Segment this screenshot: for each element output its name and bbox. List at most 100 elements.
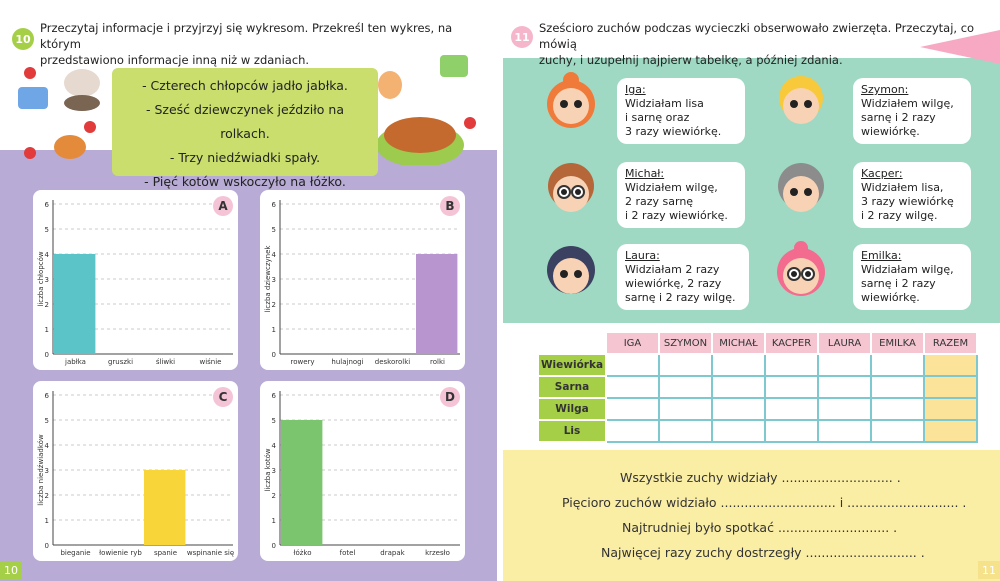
total-cell[interactable] — [923, 375, 978, 399]
fill-sentence[interactable]: Najtrudniej było spotkać ...............… — [622, 520, 898, 535]
total-cell[interactable] — [923, 419, 978, 443]
x-tick-label: łóżko — [293, 549, 311, 557]
boy-avatar-szymon — [779, 76, 823, 124]
bubble-line: Widziałam 2 razy — [625, 263, 720, 276]
row-label: Sarna — [537, 375, 607, 399]
scout-name: Szymon: — [861, 83, 909, 96]
y-tick-label: 4 — [272, 442, 277, 450]
y-tick-label: 1 — [272, 517, 276, 525]
table-cell[interactable] — [605, 375, 660, 399]
table-cell[interactable] — [817, 419, 872, 443]
bubble-line: sarnę i 2 razy — [861, 277, 936, 290]
x-tick-label: wiśnie — [199, 358, 221, 366]
bubble-line: wiewiórkę. — [861, 125, 920, 138]
total-cell[interactable] — [923, 397, 978, 421]
table-cell[interactable] — [658, 419, 713, 443]
y-tick-label: 1 — [45, 326, 49, 334]
y-tick-label: 3 — [45, 467, 49, 475]
girl-avatar-emilka — [777, 241, 825, 296]
total-cell[interactable] — [923, 353, 978, 377]
table-cell[interactable] — [605, 353, 660, 377]
y-tick-label: 2 — [45, 492, 49, 500]
chart-card-a[interactable]: liczba chłopców 0 1 2 3 4 5 6 jabłka gruszki śliwk… — [33, 190, 238, 370]
table-cell[interactable] — [711, 353, 766, 377]
chart-card-c[interactable]: liczba niedźwiadków 0 1 2 3 4 5 6 bieganie łowien… — [33, 381, 238, 561]
column-header: EMILKA — [870, 331, 925, 355]
y-tick-label: 3 — [272, 276, 276, 284]
sleeping-cat-icon — [384, 117, 456, 153]
table-cell[interactable] — [817, 375, 872, 399]
chart-letter-badge: C — [213, 387, 233, 407]
x-tick-label: gruszki — [108, 358, 133, 366]
fill-sentence[interactable]: Wszystkie zuchy widziały ...............… — [620, 470, 901, 485]
y-tick-label: 6 — [45, 201, 50, 209]
chart-letter-badge: B — [440, 196, 460, 216]
apple-icon — [464, 117, 476, 129]
table-cell[interactable] — [605, 397, 660, 421]
y-axis-label: liczba niedźwiadków — [37, 434, 45, 506]
table-cell[interactable] — [711, 375, 766, 399]
speech-bubble-szymon: Szymon: Widziałem wilgę, sarnę i 2 razy … — [853, 78, 971, 144]
x-tick-label: spanie — [154, 549, 177, 557]
x-tick-label: krzesło — [425, 549, 450, 557]
table-cell[interactable] — [817, 353, 872, 377]
row-label: Wilga — [537, 397, 607, 421]
table-cell[interactable] — [870, 397, 925, 421]
y-tick-label: 0 — [45, 351, 49, 359]
table-cell[interactable] — [870, 375, 925, 399]
bubble-line: wiewiórkę, 2 razy — [625, 277, 722, 290]
rollerskate-icon — [18, 87, 48, 109]
column-header: LAURA — [817, 331, 872, 355]
task-number-badge: 10 — [12, 28, 34, 50]
table-cell[interactable] — [658, 353, 713, 377]
scout-name: Iga: — [625, 83, 646, 96]
table-row: Wiewiórka — [537, 353, 978, 377]
info-sentence: - Sześć dziewczynek jeździło na rolkach. — [145, 102, 345, 141]
table-cell[interactable] — [764, 419, 819, 443]
table-cell[interactable] — [605, 419, 660, 443]
x-tick-label: deskorolki — [375, 358, 410, 366]
table-cell[interactable] — [711, 397, 766, 421]
info-sentence: - Trzy niedźwiadki spały. — [169, 150, 321, 165]
y-tick-label: 2 — [272, 492, 276, 500]
fill-sentence[interactable]: Najwięcej razy zuchy dostrzegły ........… — [601, 545, 925, 560]
y-tick-label: 6 — [272, 201, 277, 209]
table-cell[interactable] — [817, 397, 872, 421]
table-cell[interactable] — [764, 397, 819, 421]
table-cell[interactable] — [870, 353, 925, 377]
fill-sentence[interactable]: Pięcioro zuchów widziało ...............… — [562, 495, 967, 510]
table-cell[interactable] — [870, 419, 925, 443]
x-tick-label: wspinanie się — [187, 549, 234, 557]
bubble-line: Widziałem lisa, — [861, 181, 944, 194]
table-cell[interactable] — [711, 419, 766, 443]
yellow-background — [503, 450, 1000, 581]
table-cell[interactable] — [658, 397, 713, 421]
y-tick-label: 4 — [272, 251, 277, 259]
cat-icon — [378, 71, 402, 99]
chart-card-b[interactable]: liczba dziewczynek 0 1 2 3 4 5 6 rowery hulajnogi… — [260, 190, 465, 370]
bear-icon — [64, 95, 100, 111]
x-tick-label: rolki — [430, 358, 445, 366]
instruction-line-2: zuchy, i uzupełnij najpierw tabelkę, a p… — [539, 53, 843, 67]
column-header: KACPER — [764, 331, 819, 355]
table-cell[interactable] — [764, 375, 819, 399]
table-cell[interactable] — [764, 353, 819, 377]
y-tick-label: 5 — [272, 226, 276, 234]
apple-icon — [84, 121, 96, 133]
table-row: Wilga — [537, 397, 978, 421]
bubble-line: Widziałem wilgę, — [625, 181, 718, 194]
bubble-line: i 2 razy wiewiórkę. — [625, 209, 728, 222]
y-tick-label: 4 — [45, 442, 50, 450]
row-label: Lis — [537, 419, 607, 443]
info-sentence: - Czterech chłopców jadło jabłka. — [142, 78, 348, 93]
info-box: - Czterech chłopców jadło jabłka. - Sześ… — [112, 68, 378, 189]
scout-name: Emilka: — [861, 249, 902, 262]
y-tick-label: 0 — [45, 542, 49, 550]
chart-card-d[interactable]: liczba kotów 0 1 2 3 4 5 6 łóżko fotel drapak krzes… — [260, 381, 465, 561]
apple-icon — [24, 147, 36, 159]
y-tick-label: 2 — [45, 301, 49, 309]
y-tick-label: 5 — [272, 417, 276, 425]
table-cell[interactable] — [658, 375, 713, 399]
x-tick-label: bieganie — [60, 549, 90, 557]
y-tick-label: 3 — [45, 276, 49, 284]
